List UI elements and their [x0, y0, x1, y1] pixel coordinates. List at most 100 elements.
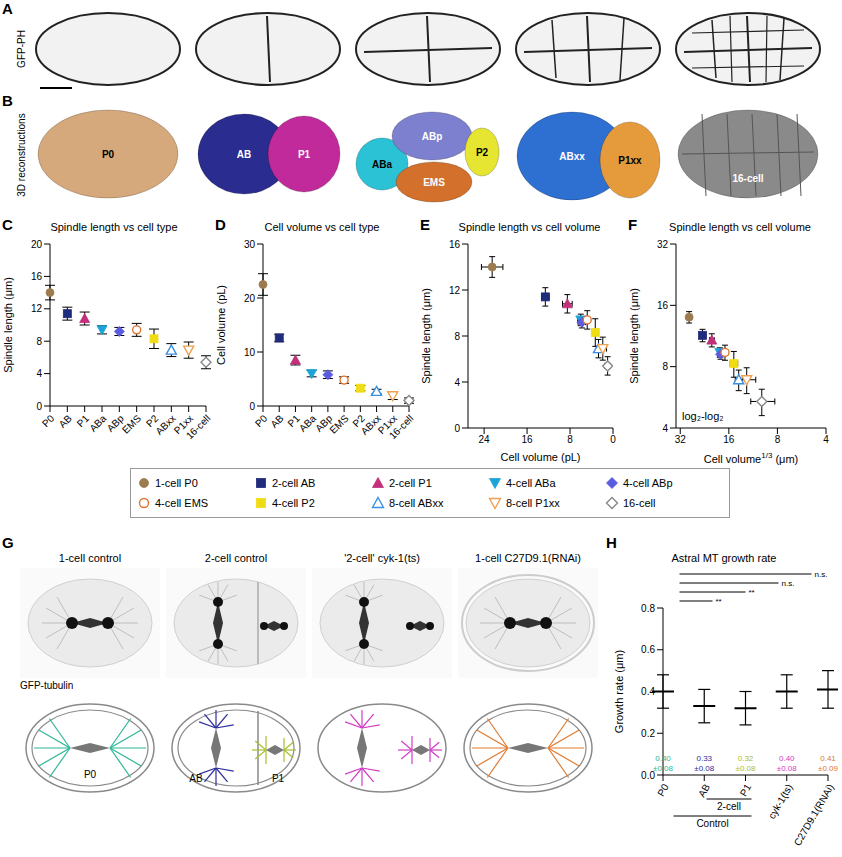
- svg-text:4: 4: [823, 434, 829, 445]
- svg-text:ABp: ABp: [313, 412, 335, 434]
- svg-text:AB: AB: [696, 782, 712, 799]
- svg-text:16-cell: 16-cell: [184, 413, 212, 442]
- svg-text:ABa: ABa: [372, 159, 392, 170]
- svg-text:12: 12: [31, 303, 43, 314]
- svg-text:8: 8: [775, 434, 781, 445]
- svg-text:0: 0: [249, 401, 255, 412]
- svg-text:P1: P1: [298, 149, 311, 160]
- svg-text:±0.09: ±0.09: [818, 764, 838, 773]
- svg-text:Control: Control: [696, 818, 728, 829]
- html-text:Cell volume vs cell type: Cell volume vs cell type: [264, 221, 380, 233]
- svg-text:16-cell: 16-cell: [732, 173, 763, 184]
- svg-text:20: 20: [31, 239, 43, 250]
- svg-text:Cell volume (pL): Cell volume (pL): [215, 285, 227, 365]
- svg-text:Spindle length (μm): Spindle length (μm): [2, 277, 14, 373]
- svg-text:±0.08: ±0.08: [736, 764, 757, 773]
- svg-text:0: 0: [610, 434, 616, 445]
- html-text:log₂-log₂: log₂-log₂: [682, 410, 724, 422]
- svg-text:C27D9.1(RNAi): C27D9.1(RNAi): [792, 782, 836, 848]
- svg-text:30: 30: [244, 239, 256, 250]
- svg-text:P2: P2: [144, 412, 161, 430]
- svg-text:±0.08: ±0.08: [777, 764, 798, 773]
- svg-text:AB: AB: [237, 149, 251, 160]
- svg-text:16: 16: [657, 300, 669, 311]
- svg-text:0.8: 0.8: [641, 603, 655, 614]
- svg-text:0.0: 0.0: [641, 770, 655, 781]
- svg-text:10: 10: [244, 347, 256, 358]
- svg-text:0: 0: [36, 401, 42, 412]
- svg-text:8: 8: [567, 434, 573, 445]
- svg-text:P1: P1: [738, 782, 754, 798]
- svg-text:Growth rate (μm): Growth rate (μm): [613, 650, 625, 733]
- svg-text:4: 4: [662, 423, 668, 434]
- svg-text:20: 20: [244, 293, 256, 304]
- svg-text:AB: AB: [57, 412, 74, 429]
- svg-text:P1xx: P1xx: [171, 412, 196, 437]
- svg-text:cyk-1(ts): cyk-1(ts): [766, 782, 795, 821]
- svg-text:P1: P1: [74, 412, 92, 430]
- svg-text:P0: P0: [253, 412, 270, 429]
- svg-text:ABp: ABp: [422, 131, 443, 142]
- svg-text:n.s.: n.s.: [782, 579, 795, 588]
- svg-text:12: 12: [449, 285, 461, 296]
- svg-text:16: 16: [449, 239, 461, 250]
- svg-text:0.40: 0.40: [779, 754, 795, 763]
- svg-text:2-cell: 2-cell: [717, 801, 741, 812]
- svg-text:P2: P2: [476, 147, 489, 158]
- svg-text:32: 32: [675, 434, 687, 445]
- svg-text:P1: P1: [272, 773, 285, 784]
- svg-text:0.6: 0.6: [641, 644, 655, 655]
- svg-text:P0: P0: [84, 769, 97, 780]
- svg-text:4: 4: [454, 377, 460, 388]
- svg-text:EMS: EMS: [423, 177, 445, 188]
- svg-text:P1xx: P1xx: [618, 155, 642, 166]
- svg-text:16: 16: [31, 271, 43, 282]
- svg-text:**: **: [749, 588, 755, 597]
- svg-text:ABxx: ABxx: [559, 151, 585, 162]
- svg-text:24: 24: [479, 434, 491, 445]
- svg-text:0.41: 0.41: [820, 754, 836, 763]
- svg-text:16-cell: 16-cell: [387, 413, 415, 442]
- svg-text:8: 8: [662, 361, 668, 372]
- svg-text:0.4: 0.4: [641, 686, 655, 697]
- svg-text:P1xx: P1xx: [375, 412, 400, 437]
- svg-text:8: 8: [36, 336, 42, 347]
- svg-text:ABxx: ABxx: [358, 412, 383, 437]
- html-text:Spindle length vs cell volume: Spindle length vs cell volume: [669, 221, 811, 233]
- svg-text:±0.08: ±0.08: [694, 764, 715, 773]
- svg-text:16: 16: [522, 434, 534, 445]
- svg-text:ABa: ABa: [87, 412, 108, 433]
- svg-text:P0: P0: [655, 782, 671, 798]
- svg-text:n.s.: n.s.: [815, 570, 828, 579]
- svg-text:0.2: 0.2: [641, 728, 655, 739]
- svg-text:P0: P0: [40, 412, 57, 429]
- svg-text:P1: P1: [285, 412, 302, 430]
- svg-text:32: 32: [657, 239, 669, 250]
- svg-text:ABp: ABp: [104, 412, 126, 434]
- html-text:Spindle length vs cell type: Spindle length vs cell type: [50, 221, 178, 233]
- svg-text:Spindle length (μm): Spindle length (μm): [628, 288, 640, 384]
- svg-text:EMS: EMS: [120, 412, 143, 435]
- svg-text:P2: P2: [350, 412, 367, 430]
- html-text:Cell volume (pL): Cell volume (pL): [500, 451, 581, 463]
- svg-text:±0.08: ±0.08: [653, 764, 674, 773]
- svg-text:4: 4: [36, 368, 42, 379]
- svg-text:AB: AB: [268, 412, 285, 429]
- svg-text:16: 16: [723, 434, 735, 445]
- svg-text:0.33: 0.33: [696, 754, 712, 763]
- html-text:Cell volume1/3 (μm): Cell volume1/3 (μm): [703, 451, 799, 465]
- svg-text:ABa: ABa: [297, 412, 319, 434]
- svg-text:3D reconstructions: 3D reconstructions: [16, 113, 27, 196]
- svg-text:8: 8: [454, 331, 460, 342]
- svg-text:**: **: [716, 597, 722, 606]
- svg-text:0.40: 0.40: [655, 754, 671, 763]
- svg-text:Spindle length (μm): Spindle length (μm): [420, 288, 432, 384]
- svg-text:P0: P0: [102, 149, 115, 160]
- svg-text:GFP-PH: GFP-PH: [16, 30, 27, 68]
- svg-text:ABxx: ABxx: [153, 412, 178, 437]
- svg-text:0.32: 0.32: [738, 754, 754, 763]
- svg-text:AB: AB: [189, 773, 203, 784]
- html-text:Spindle length vs cell volume: Spindle length vs cell volume: [458, 221, 601, 233]
- svg-text:EMS: EMS: [327, 412, 350, 435]
- svg-text:0: 0: [454, 423, 460, 434]
